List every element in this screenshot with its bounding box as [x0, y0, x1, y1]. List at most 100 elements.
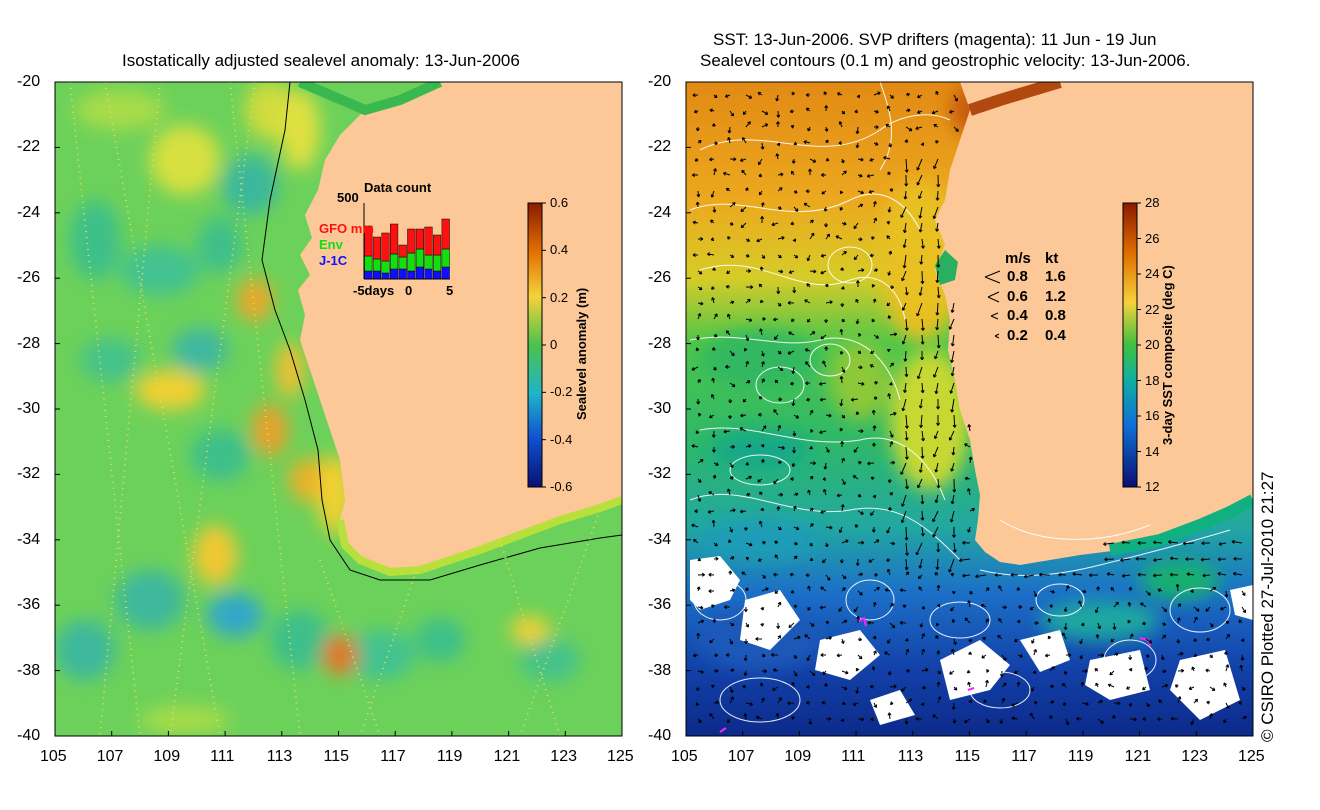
velocity-arrow	[1001, 697, 1006, 704]
velocity-arrow	[774, 334, 779, 340]
velocity-arrow	[759, 266, 764, 272]
velocity-arrow	[710, 393, 715, 400]
velocity-arrow	[809, 428, 814, 433]
velocity-arrow	[839, 350, 844, 355]
velocity-arrow	[968, 638, 973, 643]
velocity-arrow	[697, 270, 703, 275]
velocity-arrow	[964, 617, 971, 624]
sst-colorbar-tick-label: 26	[1145, 230, 1160, 246]
velocity-arrow	[808, 168, 812, 176]
velocity-arrow	[709, 157, 715, 162]
velocity-arrow	[1209, 586, 1217, 592]
velocity-arrow	[1177, 668, 1185, 673]
sst-colorbar-ticks	[1137, 202, 1141, 488]
velocity-arrow	[855, 667, 860, 672]
velocity-arrow	[935, 90, 939, 96]
velocity-arrow	[803, 202, 811, 208]
velocity-arrow	[713, 556, 719, 561]
velocity-arrow	[745, 94, 753, 99]
velocity-arrow	[901, 494, 907, 507]
velocity-arrow	[855, 142, 860, 149]
velocity-arrow	[936, 286, 941, 299]
velocity-arrow	[998, 618, 1003, 624]
velocity-arrow	[709, 108, 715, 113]
velocity-arrow	[1202, 573, 1211, 578]
velocity-arrow	[1010, 572, 1019, 577]
velocity-arrow	[791, 716, 795, 720]
velocity-arrow	[887, 270, 892, 276]
velocity-arrow	[857, 493, 862, 498]
inset-bar-segment	[398, 268, 407, 280]
velocity-arrow	[805, 189, 811, 194]
velocity-arrow	[920, 350, 925, 361]
velocity-arrow	[777, 635, 782, 640]
velocity-arrow	[1220, 606, 1227, 611]
velocity-arrow	[873, 650, 877, 656]
velocity-arrow	[745, 285, 754, 290]
velocity-arrow	[725, 187, 731, 192]
velocity-arrow	[824, 105, 829, 112]
velocity-arrow	[855, 298, 859, 304]
velocity-arrow	[871, 284, 876, 288]
sst-colorbar-tick-label: 12	[1145, 479, 1160, 494]
velocity-arrow	[739, 158, 747, 162]
velocity-arrow	[1016, 587, 1021, 592]
velocity-arrow	[792, 505, 797, 512]
velocity-arrow	[872, 601, 877, 608]
velocity-arrow	[904, 318, 909, 331]
velocity-arrow	[841, 250, 847, 256]
velocity-arrow	[935, 190, 940, 201]
left-y-tick-label: -36	[17, 596, 41, 614]
left-x-tick-label: 121	[493, 748, 521, 765]
velocity-arrow	[745, 269, 752, 273]
velocity-arrow	[820, 172, 827, 177]
velocity-arrow	[889, 188, 894, 192]
velocity-arrow	[951, 648, 955, 656]
velocity-arrow	[809, 542, 813, 547]
velocity-arrow	[918, 462, 923, 473]
velocity-arrow	[697, 286, 703, 291]
velocity-arrow	[1127, 601, 1132, 608]
left-y-tick-label: -32	[17, 465, 41, 483]
velocity-arrow	[725, 284, 731, 289]
velocity-arrow	[1096, 586, 1101, 592]
velocity-arrow	[1113, 701, 1121, 706]
arrow-0.8	[984, 270, 1001, 284]
anomaly-colorbar-tick-label: 0	[550, 337, 558, 352]
velocity-arrow	[1014, 638, 1019, 643]
velocity-arrow	[889, 541, 896, 546]
velocity-arrow	[1001, 654, 1007, 661]
velocity-arrow	[1223, 718, 1227, 724]
velocity-arrow	[712, 206, 717, 213]
left-y-tick-label: -22	[17, 138, 41, 156]
velocity-arrow	[697, 459, 704, 464]
velocity-arrow	[1017, 654, 1024, 658]
right-y-tick-label: -40	[648, 727, 672, 744]
sst-colorbar-tick-label: 14	[1145, 443, 1160, 459]
velocity-arrow	[920, 270, 925, 285]
left-y-tick-label: -34	[17, 530, 41, 548]
velocity-arrow	[787, 300, 795, 305]
velocity-arrow	[1097, 622, 1102, 630]
velocity-arrow	[1161, 606, 1168, 613]
velocity-arrow	[790, 589, 795, 594]
velocity-arrow	[905, 92, 910, 97]
anomaly-blobs	[55, 82, 580, 734]
velocity-arrow	[901, 398, 907, 412]
velocity-arrow	[791, 158, 796, 164]
velocity-arrow	[936, 254, 941, 268]
velocity-arrow	[948, 318, 955, 330]
right-x-tick-label: 121	[1124, 748, 1152, 765]
velocity-arrow	[841, 414, 846, 419]
velocity-arrow	[835, 235, 843, 240]
velocity-arrow	[1039, 572, 1051, 577]
velocity-arrow	[824, 283, 829, 288]
velocity-arrow	[936, 414, 941, 426]
velocity-arrow	[916, 174, 923, 186]
velocity-arrow	[804, 634, 811, 640]
velocity-arrow	[998, 585, 1003, 592]
velocity-arrow	[918, 206, 923, 219]
velocity-arrow	[1191, 666, 1196, 672]
velocity-arrow	[1113, 652, 1119, 657]
velocity-arrow	[872, 425, 877, 432]
